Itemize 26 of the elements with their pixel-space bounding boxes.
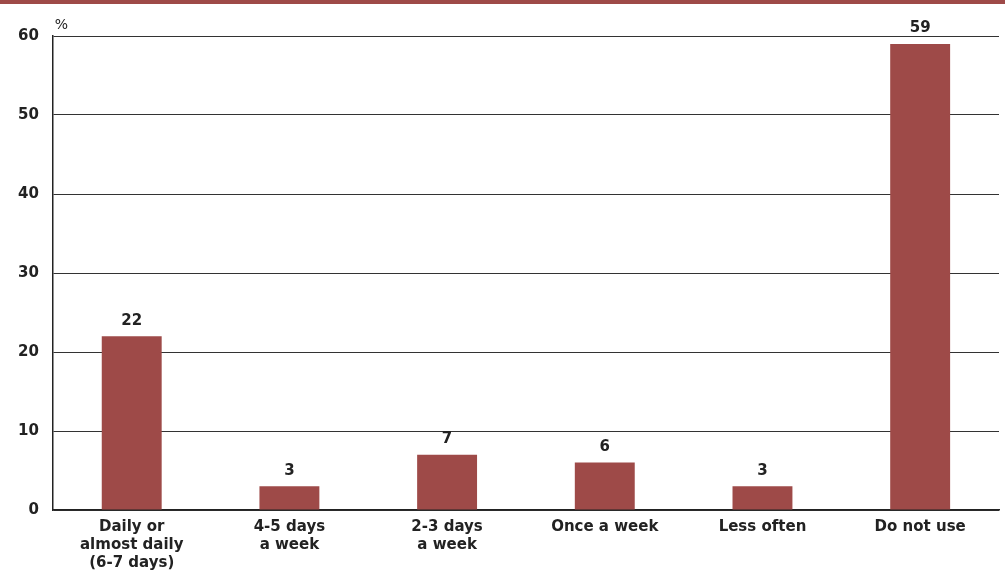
data-label: 22	[121, 310, 143, 329]
x-tick-label: Daily or almost daily (6-7 days)	[79, 516, 184, 571]
y-axis-title: %	[54, 15, 69, 32]
x-tick-label: Less often	[718, 516, 807, 535]
x-tick-label: 4-5 days a week	[253, 516, 326, 553]
y-tick-label: 50	[18, 104, 39, 123]
bar	[417, 454, 478, 510]
y-tick-label: 60	[18, 25, 39, 44]
data-label: 3	[757, 460, 768, 479]
y-tick-label: 40	[18, 183, 39, 202]
data-label: 6	[599, 436, 610, 455]
data-label: 59	[909, 18, 931, 37]
y-tick-label: 20	[18, 341, 39, 360]
data-label: 3	[284, 460, 295, 479]
bar	[890, 43, 951, 510]
y-tick-label: 30	[18, 262, 39, 281]
data-label: 7	[441, 429, 453, 448]
bar	[574, 462, 635, 510]
y-tick-label: 10	[18, 420, 39, 439]
x-tick-label: 2-3 days a week	[411, 516, 483, 553]
bar	[259, 486, 320, 510]
bar	[732, 486, 793, 510]
x-tick-label: Do not use	[874, 516, 966, 535]
y-tick-label: 0	[28, 499, 39, 518]
bar	[101, 336, 162, 510]
x-tick-label: Once a week	[551, 516, 660, 535]
